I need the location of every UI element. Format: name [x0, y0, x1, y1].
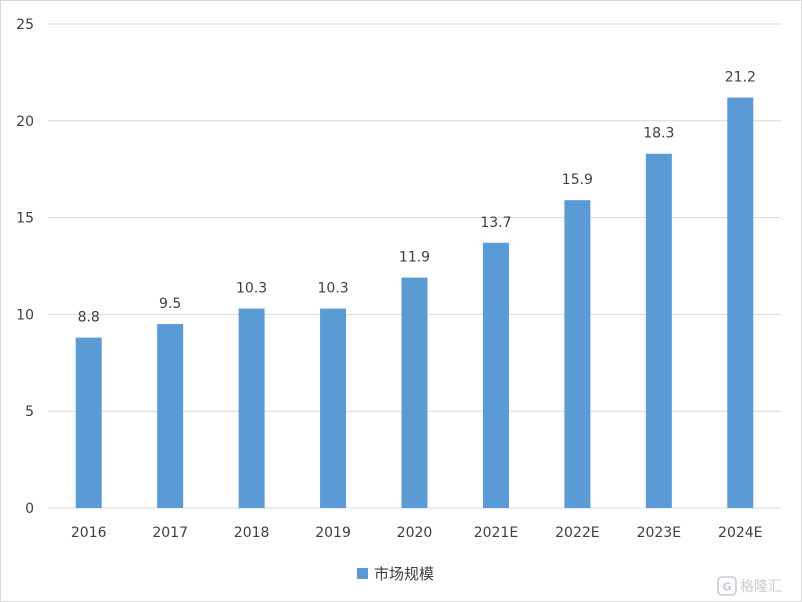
- data-label: 15.9: [562, 172, 593, 188]
- x-tick-label: 2016: [71, 525, 107, 541]
- data-label: 11.9: [399, 250, 430, 266]
- x-tick-label: 2022E: [555, 525, 599, 541]
- bar: [564, 200, 591, 508]
- data-label: 13.7: [480, 215, 511, 231]
- y-axis-ticks: 0 5 10 15 20 25: [16, 17, 34, 517]
- x-tick-label: 2023E: [637, 525, 681, 541]
- y-tick-label: 20: [16, 114, 34, 130]
- bar: [157, 324, 184, 508]
- x-tick-label: 2018: [234, 525, 270, 541]
- x-tick-label: 2021E: [474, 525, 518, 541]
- bar: [75, 337, 102, 508]
- legend: 市场规模: [357, 563, 434, 583]
- bar: [482, 242, 509, 508]
- data-label: 8.8: [78, 310, 100, 326]
- bar: [645, 153, 672, 508]
- data-label: 10.3: [317, 281, 348, 297]
- data-label: 9.5: [159, 296, 181, 312]
- y-tick-label: 10: [16, 307, 34, 323]
- y-tick-label: 15: [16, 211, 34, 227]
- bar: [238, 308, 265, 508]
- x-tick-label: 2017: [152, 525, 188, 541]
- x-tick-label: 2020: [397, 525, 433, 541]
- legend-swatch: [357, 567, 368, 579]
- y-tick-label: 25: [16, 17, 34, 33]
- data-label: 21.2: [725, 70, 756, 86]
- data-label: 10.3: [236, 281, 267, 297]
- watermark-text: 格隆汇: [740, 579, 782, 595]
- data-labels: 8.8 9.5 10.3 10.3 11.9 13.7 15.9 18.3 21.2: [78, 70, 756, 326]
- x-axis-ticks: 2016 2017 2018 2019 2020 2021E 2022E 2023E 2024E: [71, 525, 763, 541]
- x-tick-label: 2024E: [718, 525, 762, 541]
- glh-logo-glyph: G: [722, 581, 731, 594]
- y-tick-label: 5: [25, 404, 34, 420]
- x-tick-label: 2019: [315, 525, 351, 541]
- glh-logo-icon: [717, 576, 737, 596]
- data-label: 18.3: [643, 126, 674, 142]
- legend-label: 市场规模: [374, 564, 435, 583]
- bar: [320, 308, 347, 508]
- watermark-logo: G 格隆汇: [717, 576, 782, 596]
- bars: [75, 97, 754, 509]
- bar: [401, 277, 428, 508]
- bar: [727, 97, 754, 509]
- y-tick-label: 0: [25, 501, 34, 517]
